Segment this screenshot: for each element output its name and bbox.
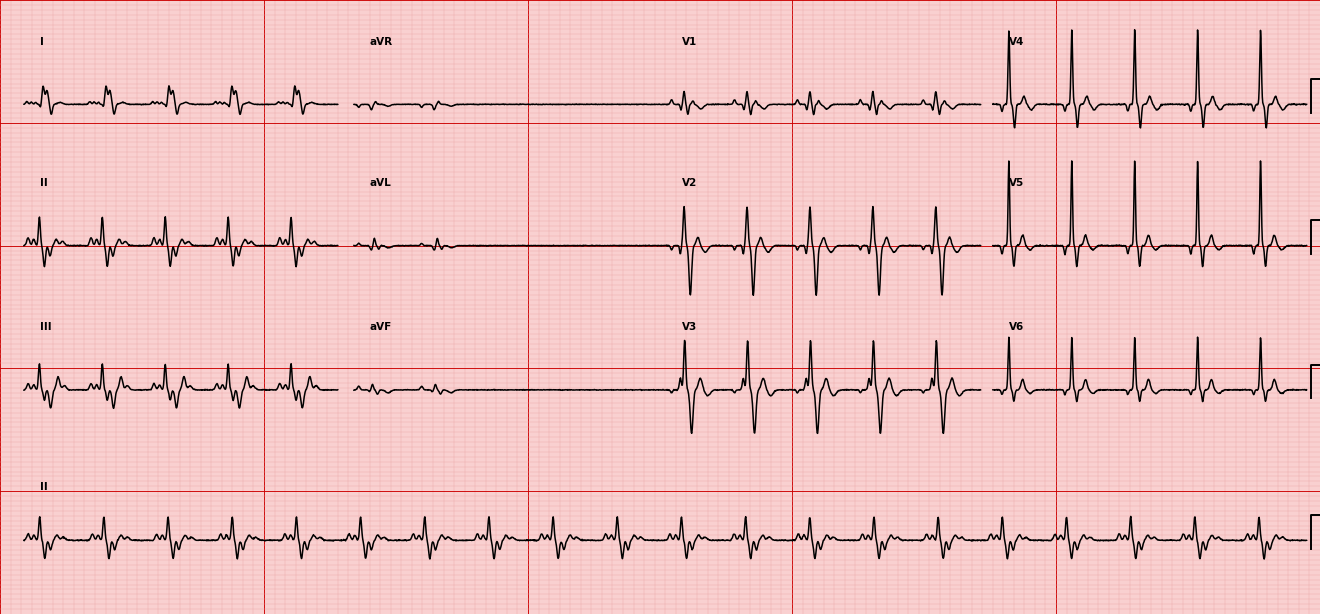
Text: V1: V1: [682, 37, 698, 47]
Text: V6: V6: [1008, 322, 1024, 332]
Text: I: I: [40, 37, 44, 47]
Text: II: II: [40, 482, 48, 492]
Text: V3: V3: [682, 322, 698, 332]
Text: V5: V5: [1008, 178, 1024, 188]
Text: aVR: aVR: [370, 37, 393, 47]
Text: aVF: aVF: [370, 322, 392, 332]
Text: II: II: [40, 178, 48, 188]
Text: aVL: aVL: [370, 178, 391, 188]
Text: V4: V4: [1008, 37, 1024, 47]
Text: III: III: [40, 322, 51, 332]
Text: V2: V2: [682, 178, 698, 188]
